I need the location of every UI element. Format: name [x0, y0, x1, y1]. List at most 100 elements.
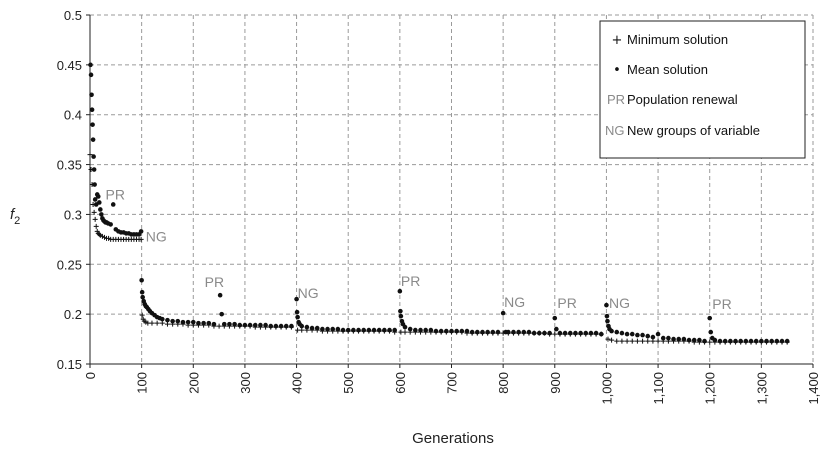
annotation-ng: NG [146, 228, 167, 244]
mean-solution-point [640, 332, 645, 338]
legend: + Minimum solution • Mean solution PR Po… [599, 20, 806, 159]
mean-solution-point [697, 337, 702, 343]
mean-solution-point [237, 322, 243, 328]
mean-solution-point [160, 316, 165, 322]
mean-solution-point [681, 336, 687, 342]
mean-solution-point [138, 229, 144, 234]
mean-solution-point [140, 294, 145, 300]
mean-solution-point [242, 322, 248, 328]
mean-solution-point [444, 328, 449, 334]
mean-solution-point [95, 194, 101, 199]
mean-solution-point [268, 323, 274, 329]
mean-solution-point [221, 321, 227, 327]
mean-solution-point [769, 338, 774, 344]
x-tick-label: 400 [290, 372, 305, 394]
mean-solution-point [356, 327, 361, 333]
mean-solution-point [335, 326, 341, 332]
minimum-solution-point [138, 236, 144, 242]
y-tick-label: 0.3 [64, 207, 82, 222]
mean-solution-point [743, 338, 749, 344]
mean-solution-point [542, 330, 547, 336]
mean-solution-point [99, 212, 104, 217]
mean-solution-point [196, 320, 201, 326]
minimum-solution-point [629, 338, 635, 344]
y-tick-label: 0.25 [57, 257, 82, 272]
y-tick-label: 0.15 [57, 357, 82, 372]
mean-solution-point [165, 317, 170, 323]
mean-solution-point [110, 202, 116, 207]
annotation-pr: PR [105, 186, 124, 202]
mean-solution-point [759, 338, 764, 344]
mean-solution-point [459, 328, 465, 334]
mean-solution-point [464, 328, 470, 334]
mean-solution-point [583, 330, 589, 336]
x-tick-label: 200 [186, 372, 201, 394]
mean-solution-point [691, 337, 697, 343]
mean-solution-point [526, 329, 532, 335]
mean-solution-point [376, 327, 382, 333]
annotation-ng: NG [504, 294, 525, 310]
mean-solution-point [748, 338, 754, 344]
mean-solution-point [371, 327, 377, 333]
minimum-solution-point [634, 338, 640, 344]
mean-solution-point [609, 328, 614, 334]
x-tick-label: 700 [445, 372, 460, 394]
mean-solution-point [413, 327, 418, 333]
minimum-solution-point [91, 209, 97, 215]
mean-solution-point [190, 319, 196, 325]
mean-solution-point [88, 62, 93, 68]
minimum-solution-point [624, 338, 630, 344]
mean-solution-point [330, 326, 336, 332]
mean-solution-point [361, 327, 367, 333]
minimum-solution-point [154, 320, 160, 326]
legend-entry-pr: PR Population renewal [607, 92, 738, 107]
mean-solution-point [89, 107, 95, 113]
mean-solution-point [671, 336, 676, 342]
annotation-pr: PR [401, 273, 420, 289]
mean-solution-point [712, 337, 718, 343]
mean-solution-point [629, 331, 635, 337]
minimum-solution-point [650, 338, 656, 344]
minimum-solution-point [139, 312, 145, 318]
legend-entry-mean: • Mean solution [613, 62, 708, 78]
mean-solution-point [619, 330, 625, 336]
mean-solution-point [185, 319, 191, 325]
legend-label-minimum: Minimum solution [627, 32, 728, 47]
mean-solution-point [88, 72, 94, 78]
x-tick-label: 0 [83, 372, 98, 379]
mean-solution-point [273, 323, 279, 329]
legend-label-mean: Mean solution [627, 62, 708, 77]
mean-solution-point [289, 323, 294, 329]
minimum-solution-point [96, 231, 102, 237]
mean-solution-point [531, 330, 537, 336]
annotation-ng: NG [609, 295, 630, 311]
mean-solution-point [604, 302, 609, 308]
mean-solution-point [521, 329, 527, 335]
mean-solution-point [325, 326, 330, 332]
mean-solution-point [753, 338, 759, 344]
x-tick-label: 100 [135, 372, 150, 394]
mean-solution-point [351, 327, 356, 333]
y-tick-label: 0.5 [64, 8, 82, 23]
minimum-solution-point [645, 338, 651, 344]
mean-solution-point [593, 330, 599, 336]
mean-solution-point [500, 310, 506, 316]
mean-solution-point [91, 167, 97, 172]
mean-solution-point [232, 321, 237, 327]
mean-solution-point [96, 200, 102, 205]
mean-solution-point [624, 331, 630, 337]
mean-solution-point [605, 318, 610, 324]
dot-marker-icon: • [613, 63, 621, 78]
mean-solution-point [89, 92, 94, 98]
minimum-solution-point [216, 323, 222, 329]
mean-solution-point [438, 328, 444, 334]
mean-solution-point [567, 330, 573, 336]
mean-solution-point [180, 319, 186, 325]
mean-solution-point [645, 333, 651, 339]
y-tick-label: 0.35 [57, 158, 82, 173]
mean-solution-point [227, 321, 232, 327]
mean-solution-point [547, 330, 552, 336]
x-tick-label: 1,000 [599, 372, 614, 405]
mean-solution-point [320, 326, 325, 332]
